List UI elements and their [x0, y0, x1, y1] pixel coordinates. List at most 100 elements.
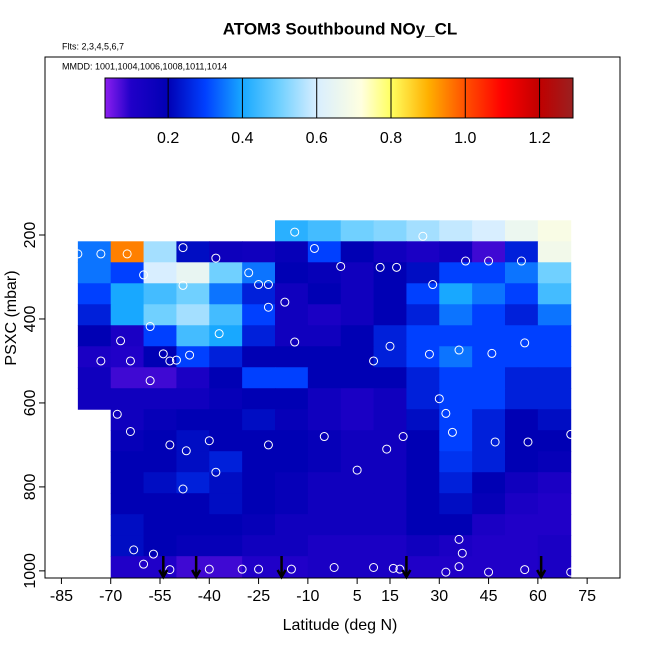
- colorbar-tick-label: 1.0: [454, 130, 476, 147]
- heat-cell: [537, 493, 572, 515]
- heat-cell: [340, 346, 375, 368]
- heat-cell: [143, 262, 177, 284]
- heat-cell: [472, 514, 506, 536]
- heat-cell: [439, 556, 473, 578]
- heat-cell: [340, 241, 375, 263]
- heat-cell: [143, 556, 177, 578]
- y-tick-label: 400: [22, 306, 39, 333]
- heat-cell: [242, 241, 276, 263]
- heat-cell: [209, 283, 243, 305]
- colorbar-tick-label: 0.6: [306, 130, 328, 147]
- heat-cell: [143, 283, 177, 305]
- x-tick-label: 75: [578, 588, 596, 605]
- axes: -85 -70 -55 -40 -25 -10 5 15 30 45 60 75 200 400 600 80…: [22, 222, 596, 606]
- heat-cell: [406, 346, 440, 368]
- heat-cell: [439, 472, 473, 494]
- heat-cell: [439, 451, 473, 473]
- x-tick-label: -40: [198, 588, 221, 605]
- flight-marker: [191, 556, 202, 580]
- heat-cell: [242, 388, 276, 410]
- heat-cell: [373, 262, 407, 284]
- heat-cell: [439, 430, 473, 452]
- point: [214, 329, 224, 339]
- x-tick-label: -55: [148, 588, 171, 605]
- heat-cell: [110, 556, 145, 578]
- heat-cell: [537, 367, 572, 389]
- heat-cell: [340, 220, 375, 242]
- heat-cell: [77, 304, 112, 326]
- heat-cell: [537, 283, 572, 305]
- heat-cell: [307, 346, 342, 368]
- heat-cell: [406, 325, 440, 347]
- heat-cell: [406, 535, 440, 557]
- heat-cell: [406, 493, 440, 515]
- point: [165, 440, 175, 450]
- heat-cell: [307, 367, 342, 389]
- heat-cell: [242, 409, 276, 431]
- heat-cell: [505, 514, 539, 536]
- heat-cell: [472, 535, 506, 557]
- heat-cell: [373, 451, 407, 473]
- heat-cell: [209, 304, 243, 326]
- heat-cell: [406, 514, 440, 536]
- y-tick-label: 800: [22, 473, 39, 500]
- heat-cell: [373, 367, 407, 389]
- colorbar-tick-label: 0.8: [380, 130, 402, 147]
- heat-cell: [340, 325, 375, 347]
- point: [375, 262, 385, 272]
- point: [566, 429, 576, 439]
- heat-cell: [143, 493, 177, 515]
- heat-cell: [439, 220, 473, 242]
- heat-cell: [537, 325, 572, 347]
- heat-cell: [209, 451, 243, 473]
- point: [441, 408, 451, 418]
- point: [145, 376, 155, 386]
- heat-cell: [242, 472, 276, 494]
- heat-cell: [505, 325, 539, 347]
- point: [336, 261, 346, 271]
- point: [484, 256, 494, 266]
- x-tick-label: -85: [50, 588, 73, 605]
- point: [309, 243, 319, 253]
- x-tick-label: 45: [480, 588, 498, 605]
- heat-cell: [307, 283, 342, 305]
- heat-cell: [242, 262, 276, 284]
- heat-cell: [505, 241, 539, 263]
- heat-cell: [505, 493, 539, 515]
- point: [490, 437, 500, 447]
- heat-cell: [439, 346, 473, 368]
- heat-cell: [110, 472, 145, 494]
- heat-cell: [275, 304, 309, 326]
- point: [520, 338, 530, 348]
- point: [461, 256, 471, 266]
- heat-cell: [373, 493, 407, 515]
- point: [395, 564, 405, 574]
- point: [454, 534, 464, 544]
- heat-cell: [242, 325, 276, 347]
- heat-cell: [143, 367, 177, 389]
- point: [165, 565, 175, 575]
- heat-cell: [340, 409, 375, 431]
- point: [139, 559, 149, 569]
- heat-cell: [340, 451, 375, 473]
- heat-cell: [77, 325, 112, 347]
- flight-marker: [158, 556, 169, 580]
- point: [329, 563, 339, 573]
- heat-cell: [110, 388, 145, 410]
- heat-cell: [209, 241, 243, 263]
- heat-cell: [176, 367, 210, 389]
- point: [178, 484, 188, 494]
- heat-cell: [439, 367, 473, 389]
- point: [96, 356, 106, 366]
- heat-cell: [340, 493, 375, 515]
- heat-cell: [176, 304, 210, 326]
- point: [382, 444, 392, 454]
- heat-cell: [340, 367, 375, 389]
- heat-cell: [209, 325, 243, 347]
- heat-cell: [537, 430, 572, 452]
- point: [204, 436, 214, 446]
- point: [148, 549, 158, 559]
- heat-cell: [242, 535, 276, 557]
- heat-cell: [537, 409, 572, 431]
